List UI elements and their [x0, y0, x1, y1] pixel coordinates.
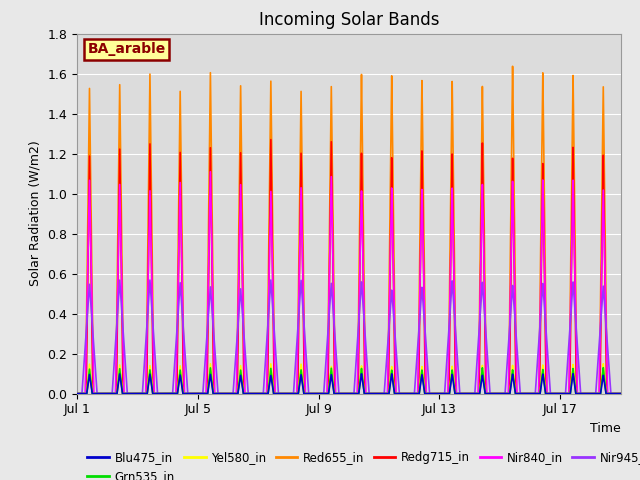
- Redg715_in: [608, 391, 616, 396]
- Nir945_in: [267, 277, 275, 283]
- Redg715_in: [502, 391, 510, 396]
- Red655_in: [502, 391, 510, 396]
- Yel580_in: [600, 361, 607, 367]
- Nir840_in: [104, 391, 112, 396]
- Yel580_in: [608, 391, 616, 396]
- Nir840_in: [207, 169, 214, 175]
- Nir945_in: [502, 374, 510, 380]
- Blu475_in: [569, 371, 577, 377]
- Redg715_in: [617, 391, 625, 396]
- Red655_in: [73, 391, 81, 396]
- Nir840_in: [73, 391, 81, 396]
- Yel580_in: [73, 391, 81, 396]
- Nir945_in: [617, 391, 625, 396]
- Grn535_in: [104, 391, 112, 396]
- Nir945_in: [218, 391, 226, 396]
- Blu475_in: [406, 391, 413, 396]
- Nir945_in: [413, 346, 421, 352]
- Blu475_in: [502, 391, 510, 396]
- Blu475_in: [413, 391, 421, 396]
- Nir945_in: [608, 391, 616, 396]
- Grn535_in: [73, 391, 81, 396]
- Nir840_in: [617, 391, 625, 396]
- Red655_in: [104, 391, 112, 396]
- Blu475_in: [104, 391, 112, 396]
- Redg715_in: [406, 391, 413, 396]
- Grn535_in: [218, 391, 226, 396]
- Line: Red655_in: Red655_in: [77, 66, 621, 394]
- Title: Incoming Solar Bands: Incoming Solar Bands: [259, 11, 439, 29]
- Line: Redg715_in: Redg715_in: [77, 140, 621, 394]
- Grn535_in: [608, 391, 616, 396]
- Line: Yel580_in: Yel580_in: [77, 364, 621, 394]
- Nir945_in: [406, 391, 413, 396]
- Blu475_in: [617, 391, 625, 396]
- Red655_in: [406, 391, 413, 396]
- Blu475_in: [608, 391, 616, 396]
- Red655_in: [509, 63, 516, 69]
- Nir840_in: [502, 391, 510, 396]
- Blu475_in: [73, 391, 81, 396]
- Redg715_in: [73, 391, 81, 396]
- Line: Nir945_in: Nir945_in: [77, 280, 621, 394]
- Y-axis label: Solar Radiation (W/m2): Solar Radiation (W/m2): [29, 141, 42, 287]
- Grn535_in: [617, 391, 625, 396]
- Yel580_in: [218, 391, 226, 396]
- Nir840_in: [218, 391, 226, 396]
- Yel580_in: [413, 391, 421, 396]
- Line: Grn535_in: Grn535_in: [77, 368, 621, 394]
- Grn535_in: [413, 391, 421, 396]
- Text: BA_arable: BA_arable: [88, 42, 166, 56]
- Redg715_in: [413, 391, 421, 396]
- Line: Nir840_in: Nir840_in: [77, 172, 621, 394]
- Grn535_in: [502, 391, 510, 396]
- Grn535_in: [406, 391, 413, 396]
- Yel580_in: [104, 391, 112, 396]
- Red655_in: [608, 391, 616, 396]
- Red655_in: [413, 391, 421, 396]
- Legend: Blu475_in, Grn535_in, Yel580_in, Red655_in, Redg715_in, Nir840_in, Nir945_in: Blu475_in, Grn535_in, Yel580_in, Red655_…: [83, 446, 640, 480]
- Redg715_in: [104, 391, 112, 396]
- Nir945_in: [73, 391, 81, 396]
- Nir945_in: [104, 391, 112, 396]
- Yel580_in: [617, 391, 625, 396]
- Yel580_in: [406, 391, 413, 396]
- Line: Blu475_in: Blu475_in: [77, 374, 621, 394]
- Red655_in: [617, 391, 625, 396]
- Nir840_in: [413, 391, 421, 396]
- Nir840_in: [406, 391, 413, 396]
- Nir840_in: [608, 391, 616, 396]
- Red655_in: [218, 391, 226, 396]
- Yel580_in: [502, 391, 510, 396]
- Blu475_in: [218, 391, 226, 396]
- Grn535_in: [600, 365, 607, 371]
- Redg715_in: [267, 137, 275, 143]
- X-axis label: Time: Time: [590, 422, 621, 435]
- Redg715_in: [218, 391, 226, 396]
